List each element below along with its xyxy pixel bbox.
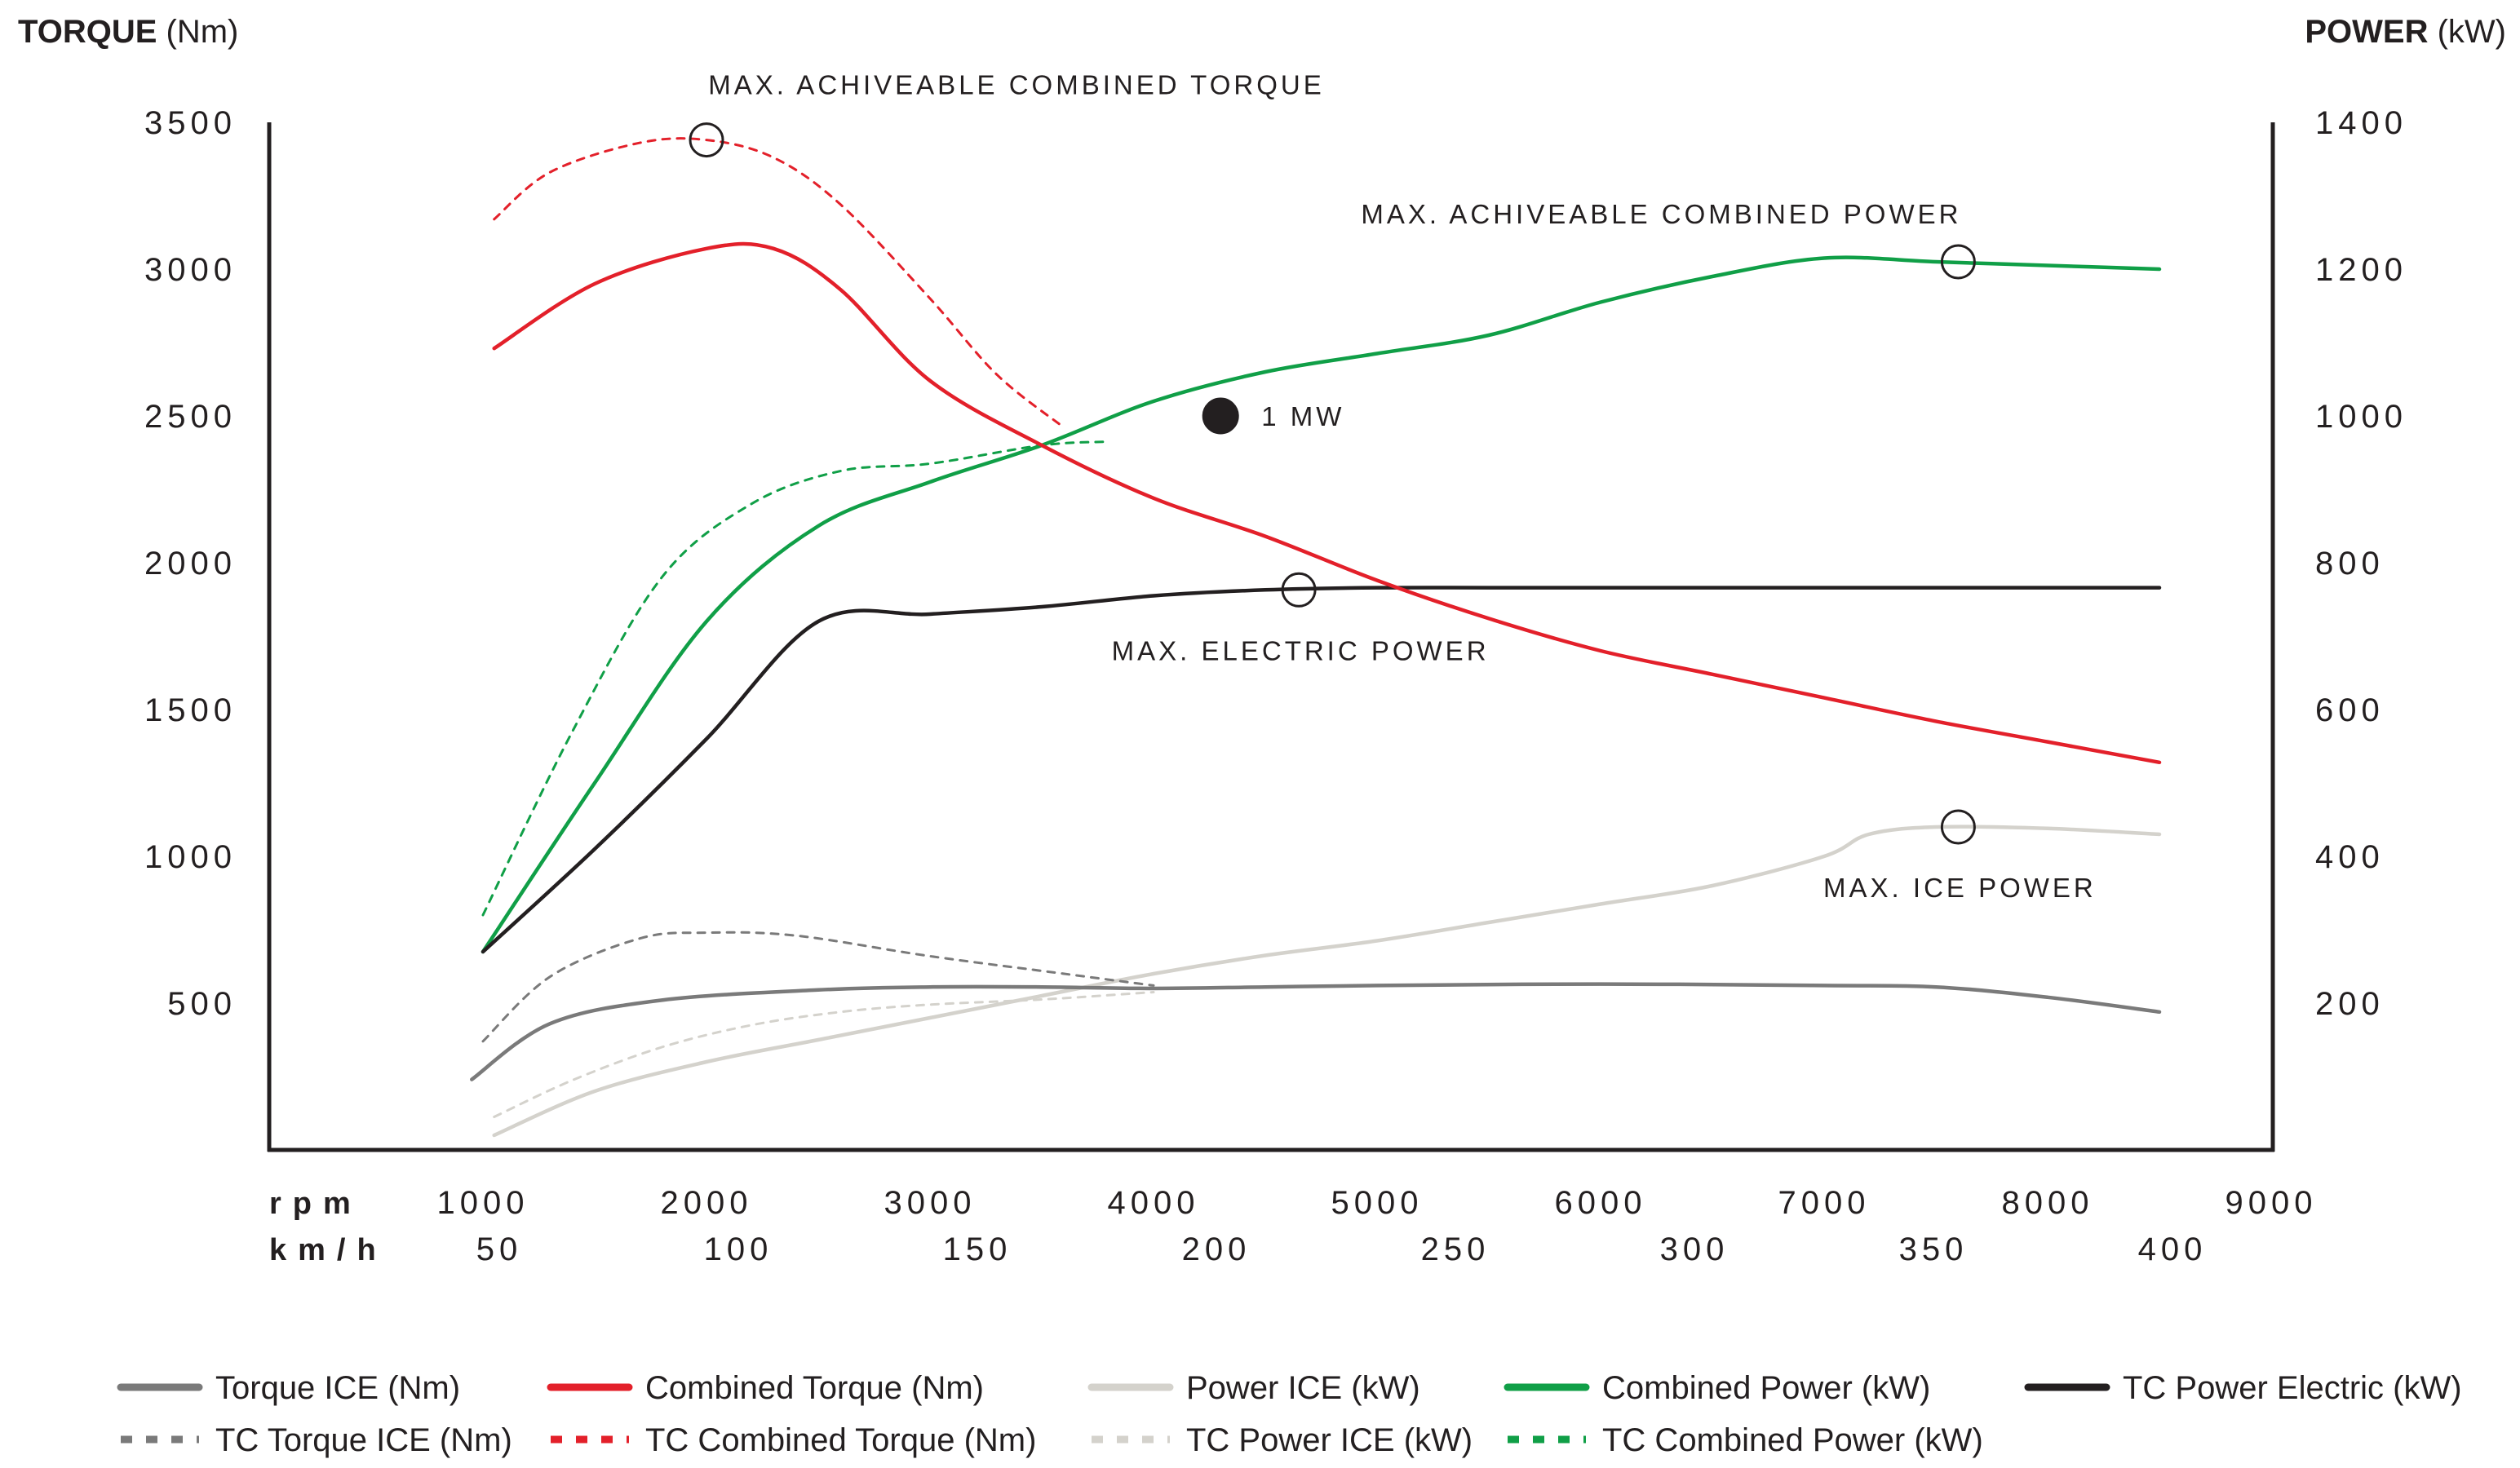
annotations: MAX. ACHIVEABLE COMBINED TORQUE MAX. ACHI… (689, 70, 2097, 903)
annotation-marker (1281, 572, 1317, 608)
x-axis-rpm-ticks: 1000 2000 3000 4000 5000 6000 7000 8000 9000 (437, 1185, 2318, 1221)
series-line-tc-combined-torque-nm (493, 137, 1065, 429)
series-line-tc-combined-power-kw (481, 440, 1110, 917)
left-axis-title: TORQUE (Nm) (18, 14, 238, 50)
kmh-tick-label: 200 (1182, 1231, 1251, 1267)
annotation-label: MAX. ICE POWER (1823, 873, 2097, 903)
right-tick-label: 400 (2315, 839, 2385, 875)
right-tick-label: 1000 (2315, 399, 2407, 435)
right-axis-title-bold: POWER (2305, 14, 2428, 50)
kmh-tick-label: 350 (1899, 1231, 1969, 1267)
rpm-tick-label: 6000 (1555, 1185, 1647, 1221)
legend-label-power-ice-kw: Power ICE (kW) (1186, 1370, 1420, 1406)
right-tick-label: 1400 (2315, 105, 2407, 141)
annotation-label: 1 MW (1261, 401, 1344, 431)
legend-label-tc-power-electric-kw: TC Power Electric (kW) (2123, 1370, 2462, 1406)
rpm-tick-label: 4000 (1108, 1185, 1200, 1221)
kmh-tick-label: 300 (1660, 1231, 1729, 1267)
x-axis-kmh-label: km/h (269, 1233, 388, 1267)
kmh-tick-label: 150 (943, 1231, 1012, 1267)
rpm-tick-label: 3000 (884, 1185, 977, 1221)
series-line-power-ice-kw (492, 825, 2162, 1138)
rpm-tick-label: 8000 (2002, 1185, 2094, 1221)
right-tick-label: 200 (2315, 986, 2385, 1022)
left-tick-label: 3500 (144, 105, 237, 141)
legend-label-combined-torque-nm: Combined Torque (Nm) (645, 1370, 984, 1406)
kmh-tick-label: 100 (704, 1231, 773, 1267)
series-line-tc-power-ice-kw (493, 991, 1155, 1118)
left-axis-title-unit: (Nm) (157, 14, 238, 50)
rpm-tick-label: 7000 (1778, 1185, 1871, 1221)
annotation-label: MAX. ELECTRIC POWER (1112, 635, 1490, 665)
annotation-marker (1940, 244, 1976, 280)
legend-label-tc-combined-torque-nm: TC Combined Torque (Nm) (645, 1422, 1036, 1458)
right-axis-title: POWER (kW) (2305, 14, 2506, 50)
left-tick-label: 2000 (144, 546, 237, 581)
series-line-tc-torque-ice-nm (481, 931, 1155, 1043)
left-tick-label: 500 (167, 986, 237, 1022)
series-line-torque-ice-nm (470, 982, 2162, 1081)
rpm-tick-label: 9000 (2225, 1185, 2318, 1221)
rpm-tick-label: 1000 (437, 1185, 529, 1221)
legend-label-torque-ice-nm: Torque ICE (Nm) (215, 1370, 460, 1406)
right-tick-label: 800 (2315, 546, 2385, 581)
right-tick-label: 1200 (2315, 252, 2407, 288)
series-lines (470, 137, 2162, 1138)
annotation-marker (689, 122, 724, 158)
kmh-tick-label: 50 (476, 1231, 523, 1267)
series-line-tc-power-electric-kw (481, 586, 2162, 954)
rpm-tick-label: 2000 (661, 1185, 753, 1221)
series-line-combined-torque-nm (492, 241, 2162, 765)
annotation-marker (1940, 809, 1976, 845)
x-axis-kmh-ticks: 50 100 150 200 250 300 350 400 (476, 1231, 2208, 1267)
annotation-marker (1202, 397, 1239, 435)
series-line-combined-power-kw (481, 255, 2162, 954)
kmh-tick-label: 250 (1421, 1231, 1490, 1267)
left-tick-label: 1000 (144, 839, 237, 875)
right-tick-label: 600 (2315, 692, 2385, 728)
right-axis-title-unit: (kW) (2428, 14, 2506, 50)
left-tick-label: 1500 (144, 692, 237, 728)
legend-label-tc-torque-ice-nm: TC Torque ICE (Nm) (215, 1422, 512, 1458)
legend-label-tc-combined-power-kw: TC Combined Power (kW) (1602, 1422, 1983, 1458)
legend-label-combined-power-kw: Combined Power (kW) (1602, 1370, 1930, 1406)
rpm-tick-label: 5000 (1331, 1185, 1424, 1221)
legend-label-tc-power-ice-kw: TC Power ICE (kW) (1186, 1422, 1473, 1458)
kmh-tick-label: 400 (2138, 1231, 2208, 1267)
axes (267, 122, 2275, 1152)
left-tick-label: 2500 (144, 399, 237, 435)
annotation-label: MAX. ACHIVEABLE COMBINED TORQUE (708, 70, 1324, 100)
x-axis-rpm-label: rpm (269, 1187, 362, 1221)
left-axis-ticks: 500 1000 1500 2000 2500 3000 3500 (144, 105, 237, 1022)
left-axis-title-bold: TORQUE (18, 14, 157, 50)
legend: Torque ICE (Nm) Combined Torque (Nm) Power… (117, 1370, 2462, 1458)
annotation-label: MAX. ACHIVEABLE COMBINED POWER (1361, 199, 1961, 229)
left-tick-label: 3000 (144, 252, 237, 288)
right-axis-ticks: 200 400 600 800 1000 1200 1400 (2315, 105, 2407, 1022)
